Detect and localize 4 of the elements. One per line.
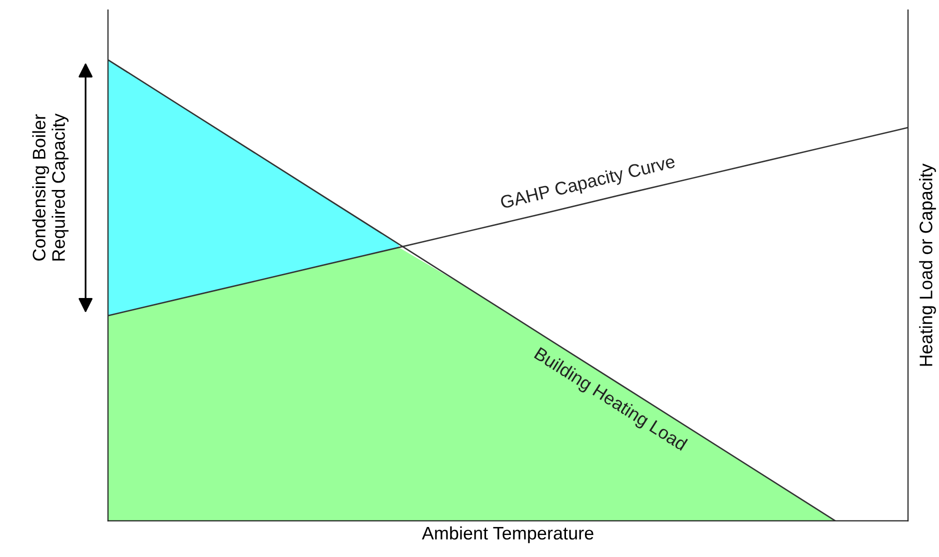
x-axis-title: Ambient Temperature xyxy=(422,526,594,544)
text: GAHP Capacity Curve xyxy=(500,154,676,212)
y-axis-title: Heating Load or Capacity xyxy=(919,164,936,366)
text: Condensing Boiler Required Capacity xyxy=(32,113,69,261)
